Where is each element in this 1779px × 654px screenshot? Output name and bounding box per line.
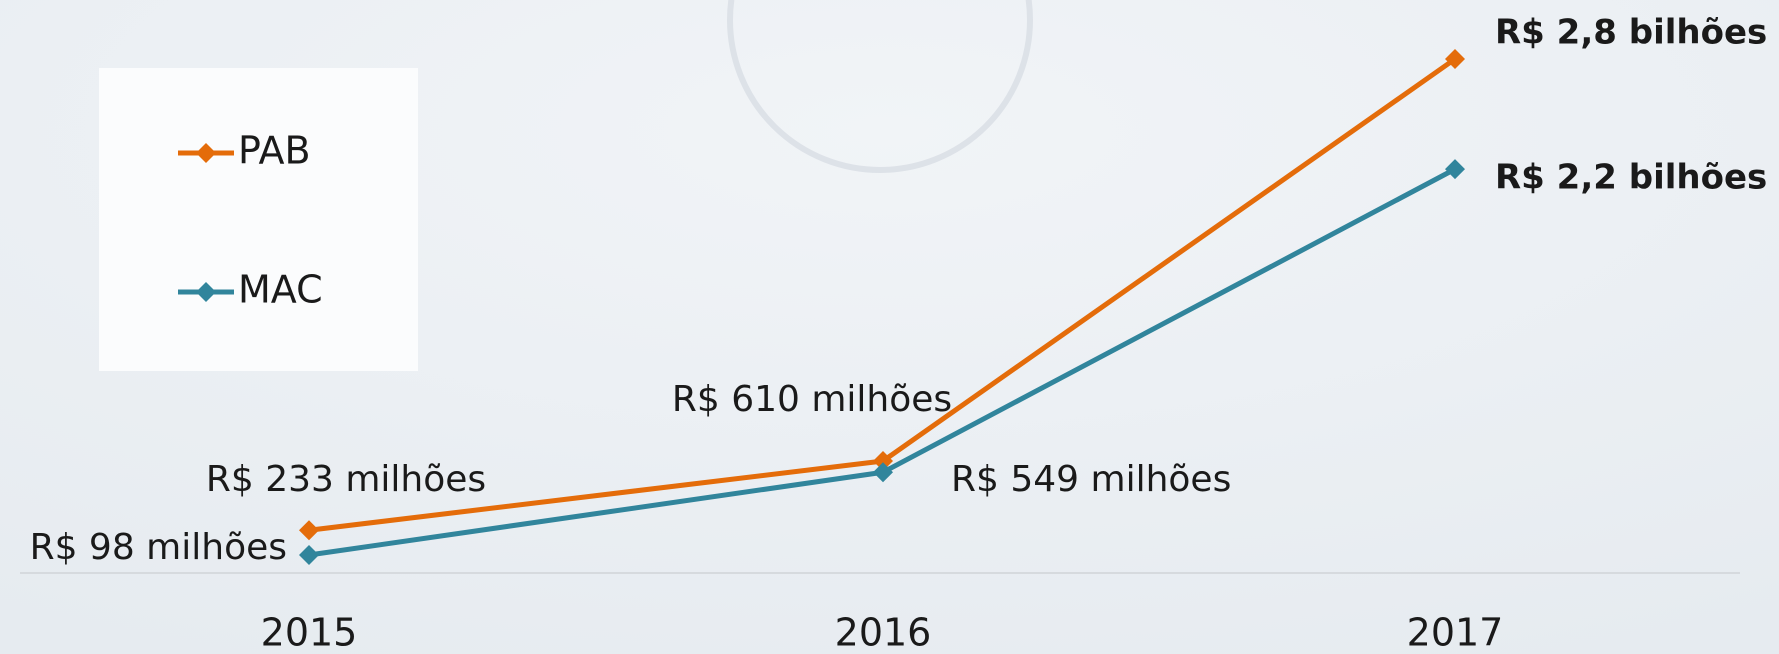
legend-label: PAB <box>238 129 311 173</box>
legend-box <box>99 68 418 371</box>
data-label: R$ 2,8 bilhões <box>1495 13 1767 53</box>
x-tick-label: 2017 <box>1407 611 1504 654</box>
data-label: R$ 233 milhões <box>206 459 486 500</box>
data-label: R$ 98 milhões <box>30 527 287 568</box>
x-tick-label: 2016 <box>835 611 932 654</box>
data-label: R$ 2,2 bilhões <box>1495 158 1767 198</box>
chart: 2015 2016 2017 R$ 233 milhões R$ 610 milhões… <box>0 0 1779 654</box>
data-label: R$ 610 milhões <box>672 379 952 420</box>
legend-label: MAC <box>238 268 323 312</box>
x-tick-label: 2015 <box>261 611 358 654</box>
data-label: R$ 549 milhões <box>951 459 1231 500</box>
